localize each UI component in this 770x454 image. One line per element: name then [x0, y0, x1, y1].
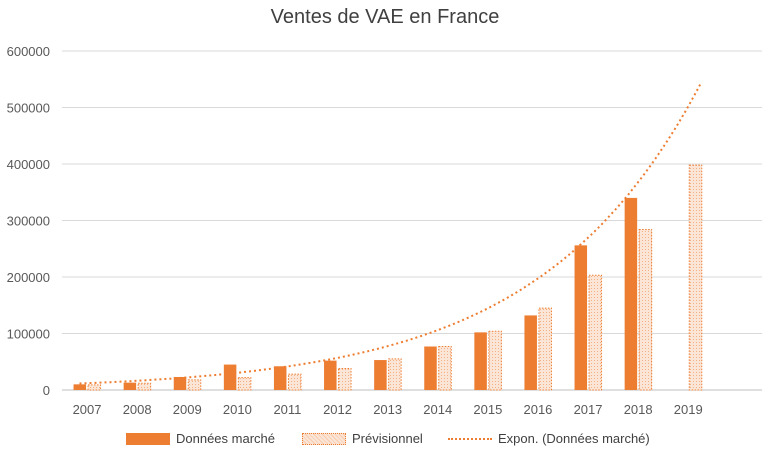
y-tick-label: 300000: [7, 214, 50, 229]
legend-swatch-solid: [126, 432, 170, 445]
y-tick-label: 400000: [7, 157, 50, 172]
bar-donnees-marche: [73, 384, 87, 390]
legend-swatch-trendline: [448, 437, 492, 440]
bar-donnees-marche: [324, 360, 337, 390]
x-tick-label: 2018: [624, 402, 653, 417]
y-axis-ticks: 0 100000 200000 300000 400000 500000 600000: [7, 44, 50, 398]
bar-donnees-marche: [123, 382, 137, 390]
legend-item-donnees-marche: Données marché: [126, 431, 275, 446]
x-tick-label: 2008: [123, 402, 152, 417]
x-tick-label: 2013: [373, 402, 402, 417]
x-tick-label: 2009: [173, 402, 202, 417]
bar-donnees-marche: [574, 245, 588, 390]
bar-donnees-marche: [374, 360, 387, 390]
bar-donnees-marche: [273, 366, 287, 390]
x-tick-label: 2011: [273, 402, 301, 417]
chart-title: Ventes de VAE en France: [270, 6, 500, 28]
bar-donnees-marche: [223, 364, 237, 390]
legend-item-previsionnel: Prévisionnel: [302, 431, 423, 446]
y-tick-label: 200000: [7, 270, 50, 285]
bar-previsionnel: [588, 274, 603, 391]
x-tick-label: 2010: [223, 402, 252, 417]
x-axis-ticks: 2007 2008 2009 2010 2011 2012 2013 2014 2015 2016…: [73, 402, 703, 417]
legend-label-trendline: Expon. (Données marché): [498, 431, 650, 446]
bar-donnees-marche: [424, 346, 437, 390]
x-tick-label: 2014: [423, 402, 452, 417]
x-tick-label: 2007: [73, 402, 102, 417]
bar-donnees-marche: [624, 197, 638, 390]
bar-donnees-marche: [524, 315, 537, 390]
legend: Données marché Prévisionnel Expon. (Donn…: [0, 431, 770, 451]
bar-previsionnel: [388, 358, 402, 391]
x-tick-label: 2016: [523, 402, 552, 417]
legend-label-previsionnel: Prévisionnel: [352, 431, 423, 446]
bar-previsionnel: [137, 382, 152, 391]
bar-previsionnel: [438, 345, 452, 391]
bar-donnees-marche: [474, 332, 487, 390]
bar-previsionnel: [488, 330, 502, 391]
y-tick-label: 500000: [7, 101, 50, 116]
y-tick-label: 600000: [7, 44, 50, 59]
legend-item-trendline: Expon. (Données marché): [448, 431, 650, 446]
trendline: [79, 81, 703, 385]
bar-previsionnel: [638, 229, 653, 391]
x-tick-label: 2017: [574, 402, 603, 417]
bar-previsionnel: [287, 373, 302, 391]
x-tick-label: 2015: [473, 402, 502, 417]
bar-previsionnel: [237, 377, 252, 391]
bar-previsionnel: [688, 164, 703, 391]
y-tick-label: 100000: [7, 327, 50, 342]
bar-previsionnel: [187, 379, 202, 391]
y-tick-label: 0: [43, 383, 50, 398]
x-tick-label: 2012: [323, 402, 352, 417]
x-tick-label: 2019: [674, 402, 703, 417]
trendline-path: [79, 81, 703, 385]
legend-label-donnees-marche: Données marché: [176, 431, 275, 446]
bar-previsionnel: [338, 368, 352, 391]
bar-donnees-marche: [173, 377, 187, 390]
bar-previsionnel: [87, 384, 102, 391]
bar-previsionnel: [538, 307, 552, 391]
legend-swatch-pattern: [302, 432, 346, 445]
bars: [73, 164, 703, 391]
